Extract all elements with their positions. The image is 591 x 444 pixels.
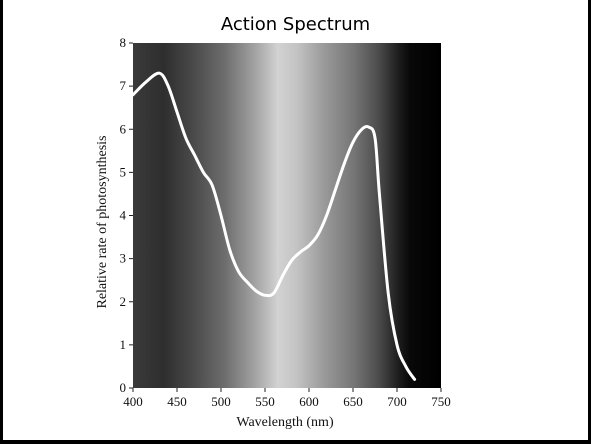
y-tick-label: 3: [120, 251, 127, 266]
x-tick-label: 400: [123, 394, 143, 409]
x-tick-label: 700: [387, 394, 407, 409]
x-tick-label: 450: [167, 394, 187, 409]
y-tick-label: 4: [120, 208, 127, 223]
x-tick-label: 550: [255, 394, 275, 409]
y-tick-label: 2: [120, 294, 127, 309]
x-axis-label: Wavelength (nm): [236, 415, 334, 430]
chart-title: Action Spectrum: [220, 14, 371, 35]
plot-area: [133, 43, 441, 388]
axes: 400 450 500 550 600 650 700 750 0 1 2 3 4 5 6 7 8: [120, 35, 451, 409]
action-spectrum-curve: [131, 71, 417, 381]
x-tick-label: 500: [211, 394, 231, 409]
y-tick-label: 0: [120, 380, 127, 395]
y-axis-label: Relative rate of photosynthesis: [95, 135, 110, 308]
y-tick-label: 6: [120, 121, 127, 136]
x-tick-label: 750: [431, 394, 451, 409]
x-tick-label: 600: [299, 394, 319, 409]
y-tick-label: 7: [120, 78, 127, 93]
y-tick-label: 5: [120, 164, 127, 179]
x-tick-label: 650: [343, 394, 363, 409]
y-tick-label: 1: [120, 337, 127, 352]
y-tick-label: 8: [120, 35, 127, 50]
